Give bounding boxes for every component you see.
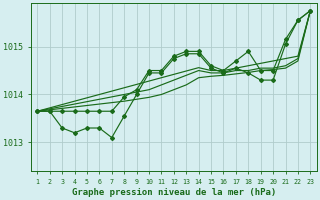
X-axis label: Graphe pression niveau de la mer (hPa): Graphe pression niveau de la mer (hPa)	[72, 188, 276, 197]
